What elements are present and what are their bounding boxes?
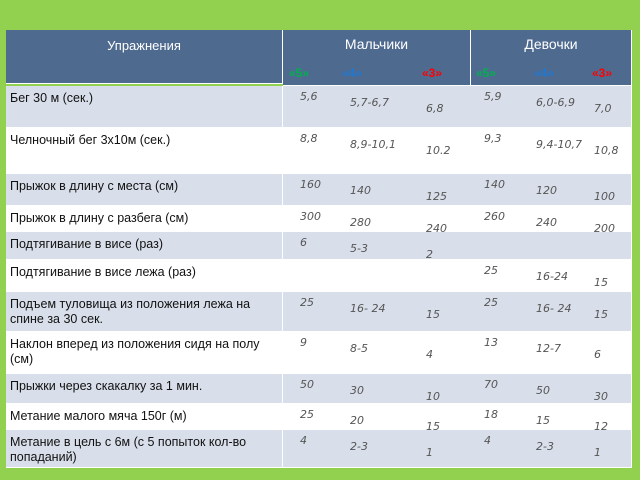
girls-value: 6,0-6,9: [536, 96, 575, 109]
values-row-background: [283, 86, 632, 128]
boys-value: 2: [426, 248, 433, 261]
header-exercises: Упражнения: [6, 30, 283, 84]
boys-value: 50: [300, 378, 314, 391]
values-row-background: [283, 374, 632, 404]
exercise-row-label: Прыжок в длину с места (см): [6, 174, 283, 206]
values-row-background: [283, 174, 632, 206]
exercise-row-label: Подъем туловища из положения лежа на спи…: [6, 292, 283, 332]
girls-value: 25: [484, 296, 498, 309]
boys-value: 20: [350, 414, 364, 427]
girls-value: 7,0: [594, 102, 612, 115]
boys-grade-4: «4»: [342, 66, 363, 80]
girls-value: 15: [594, 308, 608, 321]
girls-value: 50: [536, 384, 550, 397]
boys-value: 9: [300, 336, 307, 349]
boys-value: 1: [426, 446, 433, 459]
girls-value: 2-3: [536, 440, 554, 453]
boys-value: 10.2: [426, 144, 451, 157]
boys-grade-5: «5»: [289, 66, 310, 80]
boys-value: 4: [300, 434, 307, 447]
boys-value: 8-5: [350, 342, 368, 355]
boys-value: 8,9-10,1: [350, 138, 396, 151]
girls-value: 18: [484, 408, 498, 421]
boys-value: 30: [350, 384, 364, 397]
exercise-row-label: Прыжок в длину с разбега (см): [6, 206, 283, 232]
boys-value: 140: [350, 184, 371, 197]
girls-value: 13: [484, 336, 498, 349]
boys-grade-3: «3»: [422, 66, 443, 80]
exercise-row-label: Метание малого мяча 150г (м): [6, 404, 283, 430]
boys-value: 8,8: [300, 132, 318, 145]
girls-grade-4: «4»: [534, 66, 555, 80]
exercise-row-label: Бег 30 м (сек.): [6, 86, 283, 128]
boys-value: 125: [426, 190, 447, 203]
standards-table: Упражнения Мальчики Девочки Бег 30 м (се…: [6, 30, 632, 468]
girls-value: 15: [536, 414, 550, 427]
girls-value: 16- 24: [536, 302, 572, 315]
boys-value: 160: [300, 178, 321, 191]
exercise-row-label: Подтягивание в висе (раз): [6, 232, 283, 260]
values-row-background: [283, 260, 632, 292]
boys-value: 25: [300, 296, 314, 309]
girls-value: 1: [594, 446, 601, 459]
girls-value: 70: [484, 378, 498, 391]
boys-value: 15: [426, 308, 440, 321]
girls-value: 100: [594, 190, 615, 203]
girls-value: 120: [536, 184, 557, 197]
header-boys-text: Мальчики: [344, 36, 409, 52]
values-row-background: [283, 232, 632, 260]
exercise-row-label: Прыжки через скакалку за 1 мин.: [6, 374, 283, 404]
boys-value: 16- 24: [350, 302, 386, 315]
values-row-background: [283, 206, 632, 232]
girls-value: 9,4-10,7: [536, 138, 582, 151]
boys-value: 4: [426, 348, 433, 361]
girls-value: 12-7: [536, 342, 561, 355]
values-row-background: [283, 332, 632, 374]
girls-value: 5,9: [484, 90, 502, 103]
girls-value: 9,3: [484, 132, 502, 145]
girls-grade-5: «5»: [476, 66, 497, 80]
girls-value: 25: [484, 264, 498, 277]
boys-value: 280: [350, 216, 371, 229]
girls-value: 30: [594, 390, 608, 403]
values-row-background: [283, 430, 632, 468]
girls-value: 140: [484, 178, 505, 191]
girls-grade-band: [471, 60, 632, 86]
boys-value: 5,6: [300, 90, 318, 103]
girls-grade-3: «3»: [592, 66, 613, 80]
exercise-row-label: Наклон вперед из положения сидя на полу …: [6, 332, 283, 374]
boys-value: 300: [300, 210, 321, 223]
boys-grade-band: [283, 60, 471, 86]
boys-value: 15: [426, 420, 440, 433]
boys-value: 6,8: [426, 102, 444, 115]
girls-value: 10,8: [594, 144, 619, 157]
boys-value: 5-3: [350, 242, 368, 255]
boys-value: 5,7-6,7: [350, 96, 389, 109]
girls-value: 12: [594, 420, 608, 433]
header-exercises-text: Упражнения: [107, 38, 181, 53]
boys-value: 10: [426, 390, 440, 403]
girls-value: 16-24: [536, 270, 568, 283]
exercise-row-label: Метание в цель с 6м (с 5 попыток кол-во …: [6, 430, 283, 468]
values-row-background: [283, 404, 632, 430]
girls-value: 260: [484, 210, 505, 223]
boys-value: 6: [300, 236, 307, 249]
exercise-row-label: Челночный бег 3х10м (сек.): [6, 128, 283, 174]
exercise-row-label: Подтягивание в висе лежа (раз): [6, 260, 283, 292]
boys-value: 2-3: [350, 440, 368, 453]
girls-value: 15: [594, 276, 608, 289]
boys-value: 25: [300, 408, 314, 421]
girls-value: 4: [484, 434, 491, 447]
girls-value: 200: [594, 222, 615, 235]
girls-value: 6: [594, 348, 601, 361]
values-row-background: [283, 128, 632, 174]
header-girls-text: Девочки: [524, 36, 578, 52]
boys-value: 240: [426, 222, 447, 235]
values-row-background: [283, 292, 632, 332]
girls-value: 240: [536, 216, 557, 229]
